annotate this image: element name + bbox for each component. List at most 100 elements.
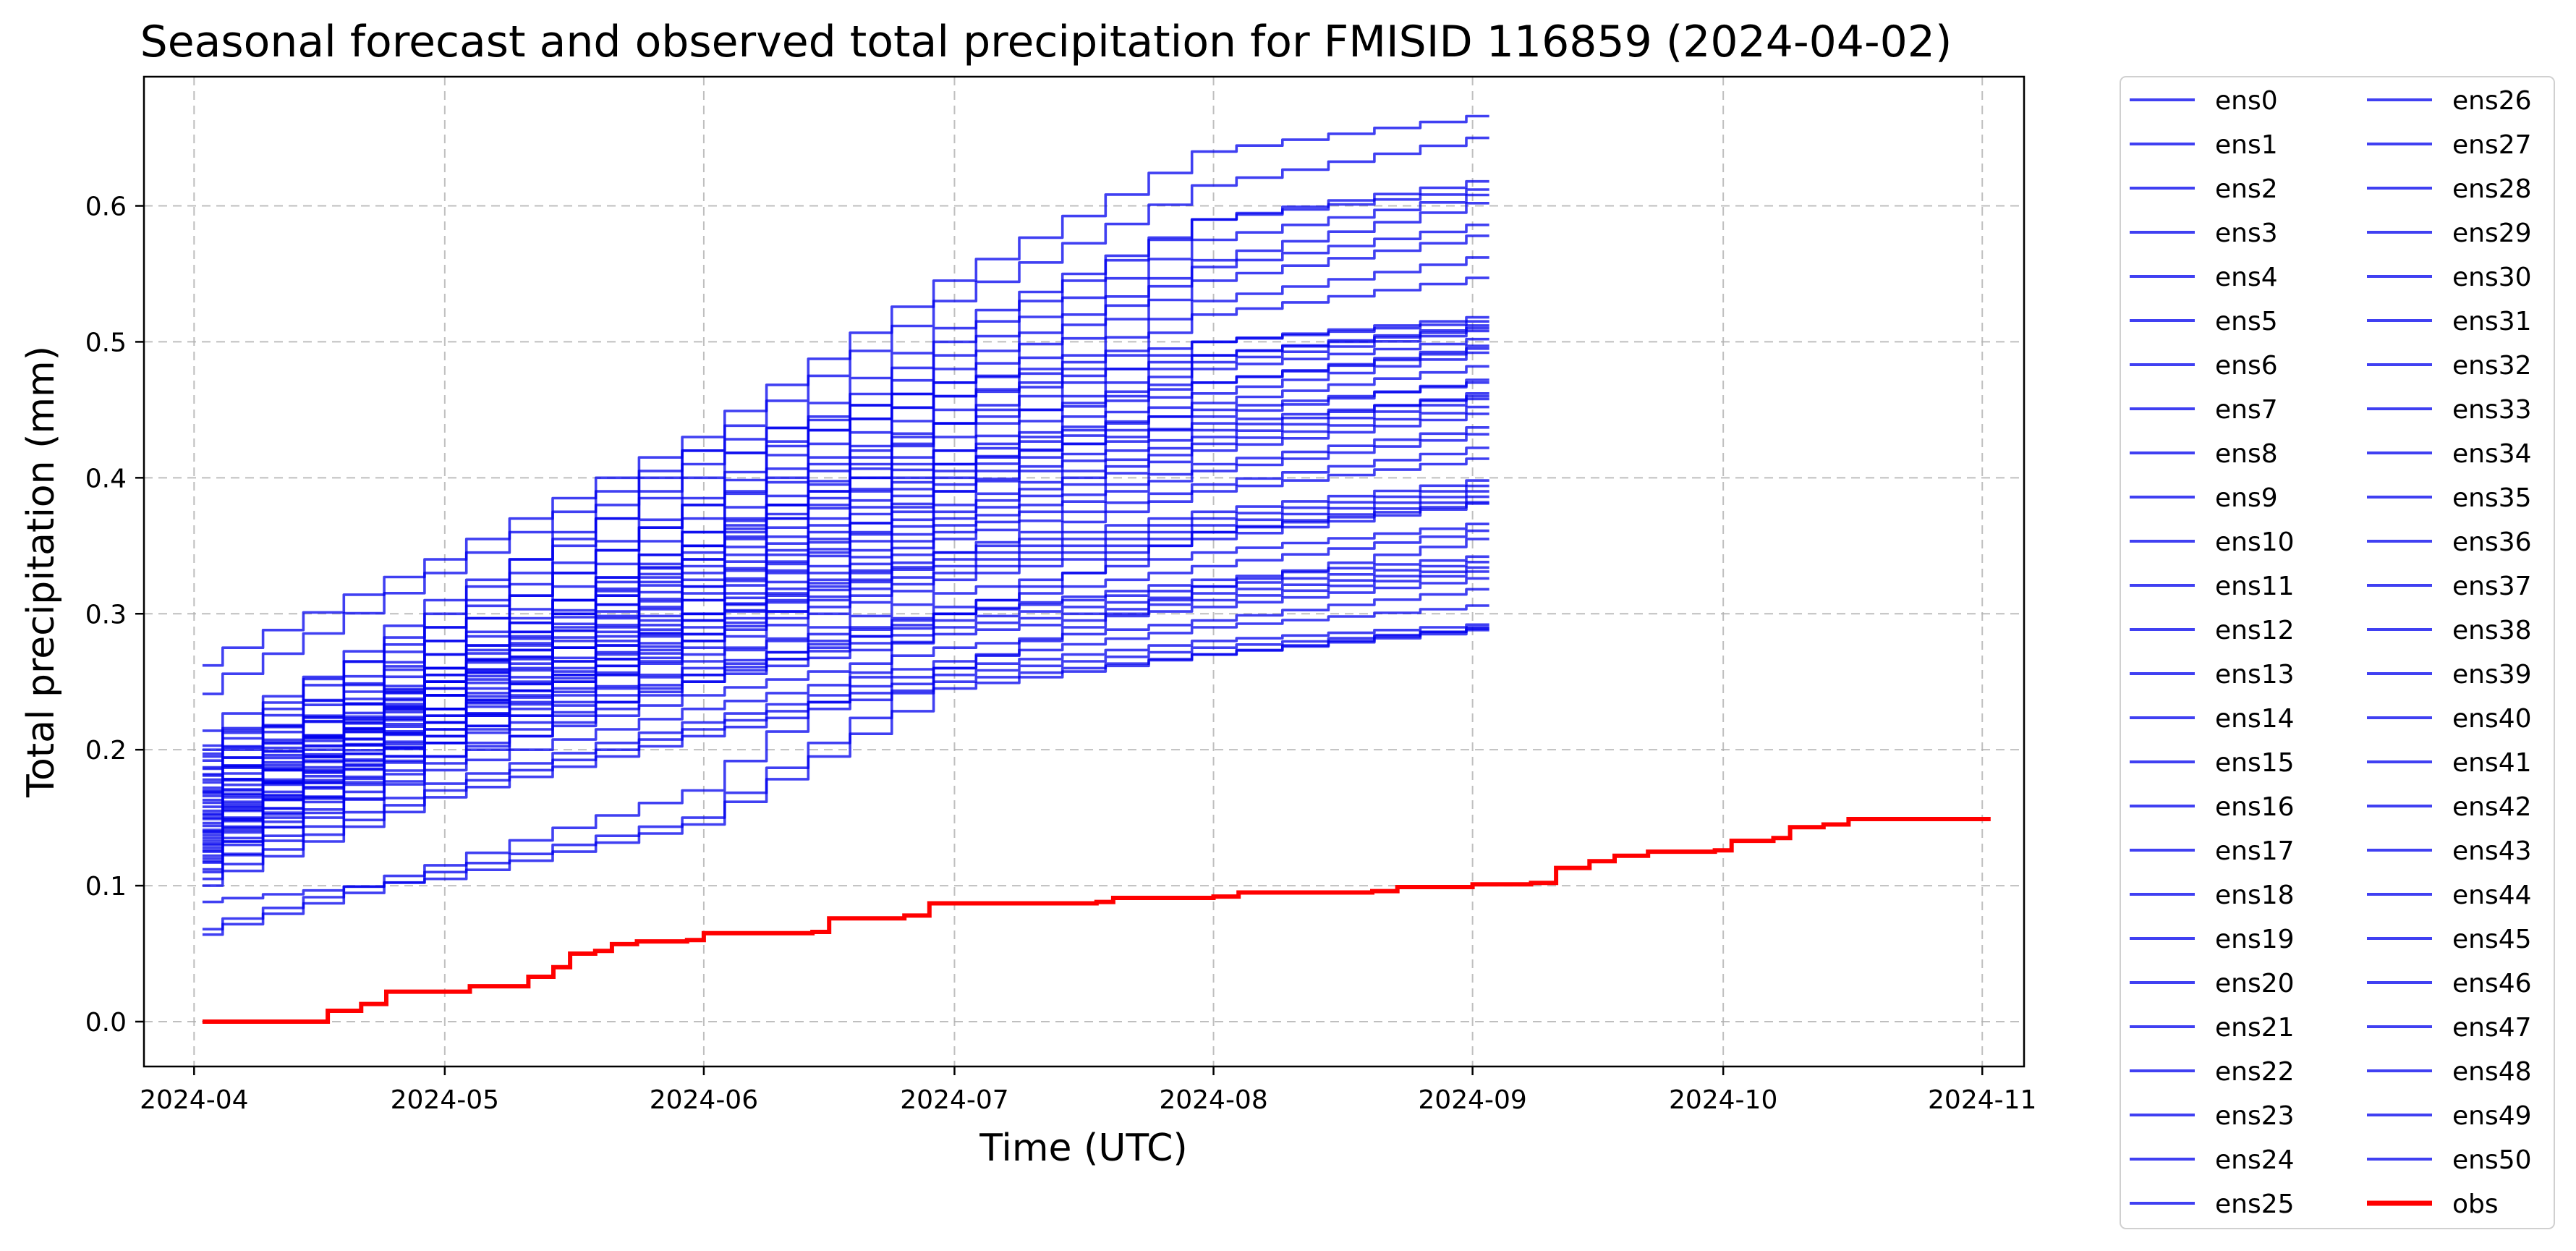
legend-label-ens0: ens0 [2215,86,2278,116]
series-line-ens3 [202,188,1489,732]
y-tick-label: 0.6 [85,192,127,222]
legend-label-ens17: ens17 [2215,836,2295,866]
series-line-ens27 [202,484,1489,781]
series-line-obs [202,817,1991,1024]
x-axis-label: Time (UTC) [979,1127,1187,1170]
legend-label-ens2: ens2 [2215,174,2278,204]
y-tick-label: 0.4 [85,464,127,493]
series-line-ens0 [202,114,1489,667]
legend-label-ens8: ens8 [2215,439,2278,469]
x-tick-label: 2024-08 [1159,1085,1267,1115]
legend-label-ens19: ens19 [2215,925,2295,954]
series-line-ens37 [202,577,1489,825]
legend-label-ens28: ens28 [2452,174,2532,204]
legend-label-ens21: ens21 [2215,1013,2295,1043]
grid-lines [144,77,2024,1066]
series-line-ens36 [202,570,1489,808]
plot-area-frame [143,75,2025,1068]
legend-label-ens13: ens13 [2215,660,2295,690]
legend-label-ens34: ens34 [2452,439,2532,469]
series-line-ens16 [202,365,1489,853]
legend-label-ens24: ens24 [2215,1145,2295,1175]
legend-label-ens48: ens48 [2452,1057,2532,1087]
legend-label-ens25: ens25 [2215,1189,2295,1219]
legend-label-ens14: ens14 [2215,704,2295,734]
legend-label-ens39: ens39 [2452,660,2532,690]
series-line-ens23 [202,433,1489,840]
series-line-ens19 [202,397,1489,784]
axis-ticks: 2024-04 2024-05 2024-06 2024-07 2024-08 2024-… [85,192,2037,1115]
series-line-ens20 [202,405,1489,797]
legend-label-obs: obs [2452,1189,2499,1219]
series-line-ens33 [202,555,1489,874]
series-line-ens21 [202,412,1489,817]
legend-label-ens33: ens33 [2452,395,2532,425]
series-line-ens38 [202,588,1489,842]
series-line-ens40 [202,623,1489,871]
legend-label-ens43: ens43 [2452,836,2532,866]
legend: ens0 ens1 ens2 ens3 ens4 ens5 ens6 ens7 ens8 ens9… [2120,76,2555,1229]
x-tick-label: 2024-05 [391,1085,499,1115]
series-line-ens32 [202,529,1489,864]
legend-label-ens49: ens49 [2452,1101,2532,1131]
legend-label-ens15: ens15 [2215,748,2295,778]
legend-label-ens29: ens29 [2452,219,2532,248]
legend-label-ens30: ens30 [2452,263,2532,292]
chart-title: Seasonal forecast and observed total pre… [140,17,1952,67]
series-line-ens28 [202,490,1489,802]
legend-label-ens20: ens20 [2215,969,2295,998]
series-line-ens48 [202,347,1489,795]
legend-label-ens31: ens31 [2452,307,2532,336]
legend-label-ens16: ens16 [2215,792,2295,822]
y-tick-label: 0.3 [85,600,127,629]
legend-label-ens35: ens35 [2452,483,2532,513]
legend-label-ens41: ens41 [2452,748,2532,778]
series-line-ens15 [202,351,1489,845]
series-line-ens25 [202,457,1489,863]
legend-label-ens3: ens3 [2215,219,2278,248]
legend-label-ens18: ens18 [2215,881,2295,910]
legend-label-ens38: ens38 [2452,616,2532,645]
series-line-ens18 [202,392,1489,762]
legend-label-ens7: ens7 [2215,395,2278,425]
series-line-ens45 [202,501,1489,930]
legend-label-ens46: ens46 [2452,969,2532,998]
x-tick-label: 2024-10 [1669,1085,1777,1115]
legend-label-ens44: ens44 [2452,881,2532,910]
series-line-ens6 [202,224,1489,805]
series-line-ens44 [202,538,1489,936]
legend-label-ens32: ens32 [2452,351,2532,381]
plot-lines [202,114,1991,1024]
y-tick-label: 0.5 [85,328,127,357]
y-tick-label: 0.2 [85,736,127,766]
legend-label-ens5: ens5 [2215,307,2278,336]
series-line-ens46 [202,320,1489,758]
series-line-ens1 [202,136,1489,695]
series-line-ens12 [202,329,1489,794]
series-line-ens2 [202,179,1489,755]
legend-label-ens47: ens47 [2452,1013,2532,1043]
series-line-ens50 [202,394,1489,833]
series-line-ens5 [202,202,1489,789]
x-tick-label: 2024-06 [650,1085,758,1115]
legend-label-ens11: ens11 [2215,572,2295,601]
y-tick-label: 0.1 [85,872,127,902]
series-line-ens34 [202,561,1489,769]
series-line-ens39 [202,604,1489,857]
legend-label-ens26: ens26 [2452,86,2532,116]
series-line-ens31 [202,522,1489,852]
legend-label-ens27: ens27 [2452,130,2532,160]
x-tick-label: 2024-04 [140,1085,248,1115]
legend-label-ens37: ens37 [2452,572,2532,601]
legend-label-ens22: ens22 [2215,1057,2295,1087]
legend-label-ens6: ens6 [2215,351,2278,381]
series-line-ens47 [202,326,1489,776]
legend-label-ens1: ens1 [2215,130,2278,160]
x-tick-label: 2024-09 [1418,1085,1526,1115]
y-tick-label: 0.0 [85,1008,127,1038]
legend-label-ens4: ens4 [2215,263,2278,292]
series-line-ens49 [202,381,1489,815]
legend-label-ens12: ens12 [2215,616,2295,645]
legend-label-ens40: ens40 [2452,704,2532,734]
